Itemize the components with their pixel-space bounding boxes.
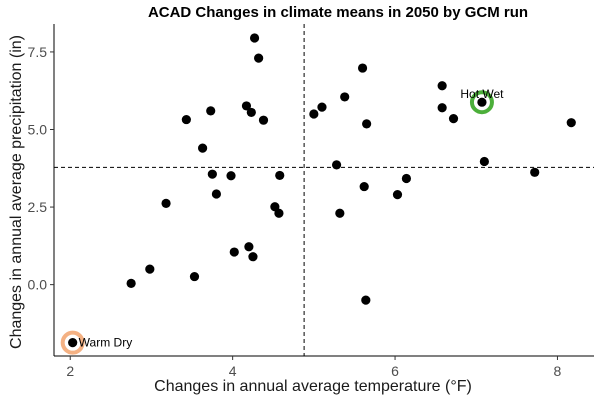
y-axis-ticks: 0.0 2.5 5.0 7.5	[28, 44, 54, 293]
data-point	[198, 143, 208, 153]
data-point	[211, 189, 222, 199]
data-point	[206, 106, 216, 116]
data-point	[357, 63, 368, 73]
annotation-ring	[60, 330, 85, 355]
data-point	[249, 33, 260, 43]
data-point	[448, 114, 459, 124]
data-point	[340, 92, 350, 102]
annotation-ring	[469, 90, 494, 115]
x-tick-label: 8	[554, 363, 562, 379]
data-point	[317, 102, 327, 112]
data-point	[335, 208, 345, 218]
data-point	[145, 264, 155, 274]
data-point	[68, 338, 78, 348]
annotation-label: Hot Wet	[460, 87, 504, 101]
data-point	[309, 109, 319, 119]
data-point	[244, 242, 254, 252]
data-points	[68, 33, 576, 348]
data-point	[226, 171, 236, 181]
data-point	[437, 81, 447, 91]
annotation-label: Warm Dry	[79, 336, 133, 350]
data-point	[477, 97, 487, 107]
data-point	[362, 119, 372, 129]
data-point	[241, 101, 252, 111]
data-point	[258, 115, 269, 125]
data-point	[207, 169, 217, 179]
chart-title: ACAD Changes in climate means in 2050 by…	[148, 4, 528, 21]
y-axis-label: Changes in annual average precipitation …	[8, 35, 25, 349]
data-point	[566, 118, 576, 128]
y-tick-label: 7.5	[28, 44, 48, 60]
data-point	[401, 173, 412, 184]
data-point	[359, 181, 369, 192]
data-point	[331, 160, 342, 170]
data-point	[392, 190, 403, 200]
x-tick-label: 2	[66, 363, 74, 379]
reference-lines	[54, 24, 594, 356]
x-axis-label: Changes in annual average temperature (°…	[154, 378, 472, 395]
data-point	[246, 107, 256, 118]
data-point	[275, 170, 285, 181]
data-point	[530, 167, 540, 177]
data-point	[189, 271, 200, 282]
data-point	[126, 278, 136, 288]
x-axis-ticks: 2 4 6 8	[66, 356, 562, 379]
y-tick-label: 2.5	[28, 199, 48, 215]
x-tick-label: 6	[391, 363, 399, 379]
data-point	[274, 208, 284, 218]
y-tick-label: 0.0	[28, 277, 48, 293]
data-point	[437, 103, 447, 113]
y-tick-label: 5.0	[28, 121, 48, 137]
data-point	[161, 198, 171, 208]
data-point	[361, 295, 371, 305]
x-tick-label: 4	[229, 363, 237, 379]
data-point	[181, 114, 191, 125]
data-point	[479, 156, 489, 167]
data-point	[229, 247, 239, 257]
annotations: Warm Dry Hot Wet	[60, 87, 504, 355]
data-point	[254, 53, 264, 63]
data-point	[248, 252, 258, 262]
